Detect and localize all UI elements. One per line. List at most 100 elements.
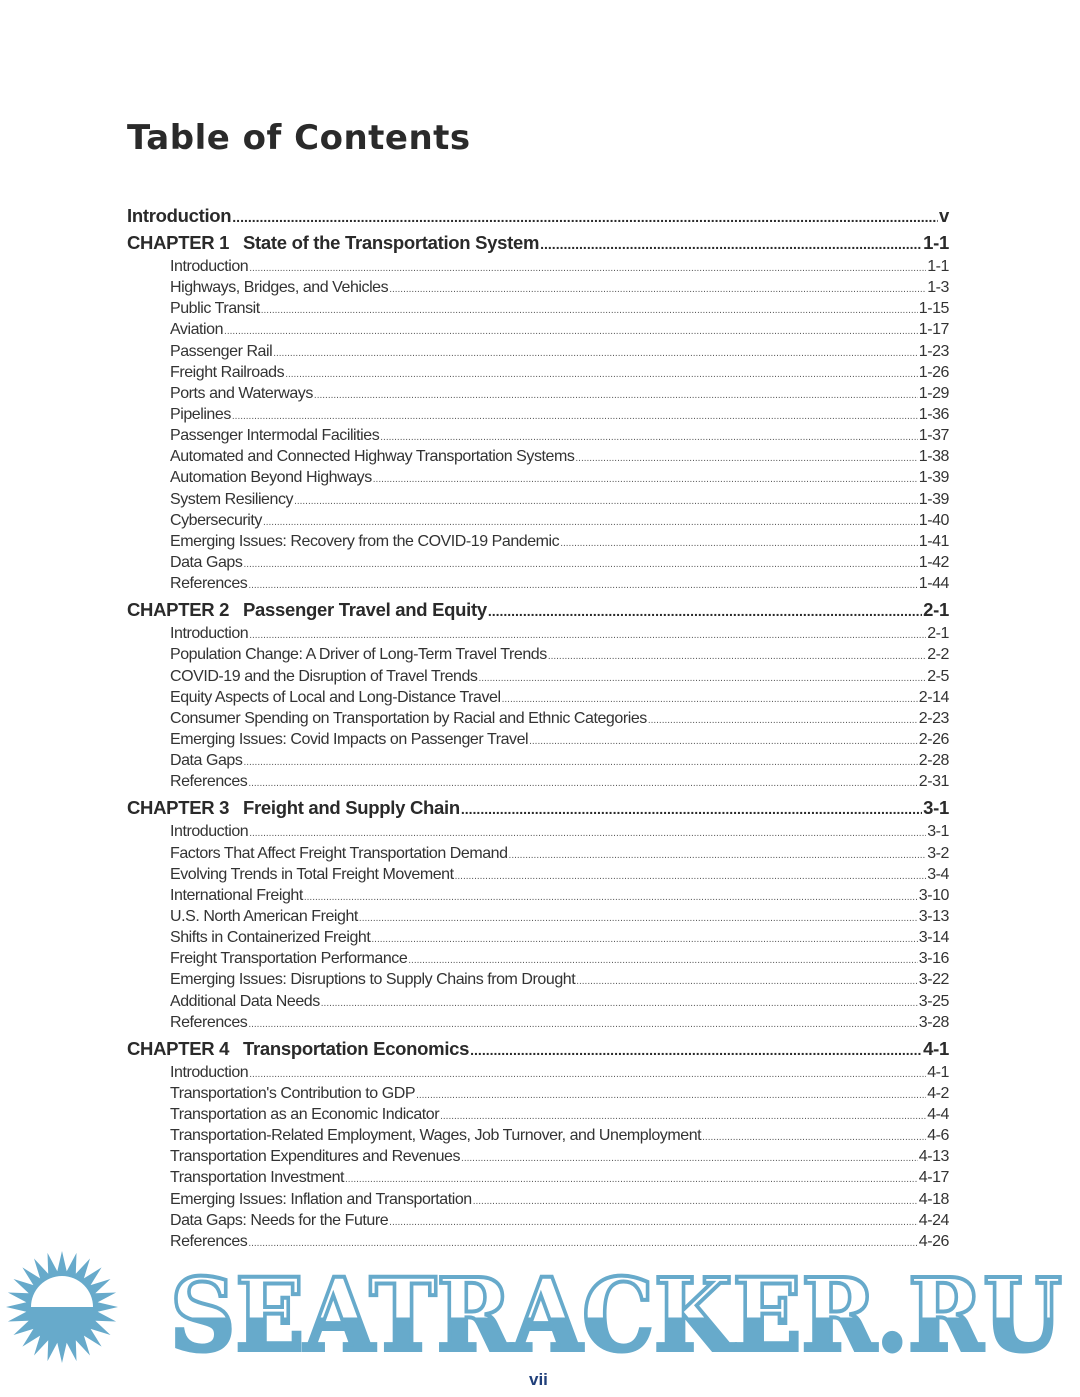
toc-entry[interactable]: System Resiliency 1-39	[127, 489, 949, 510]
toc-entry[interactable]: Automated and Connected Highway Transpor…	[127, 446, 949, 467]
toc-entry[interactable]: Passenger Rail 1-23	[127, 341, 949, 362]
dot-leader	[488, 598, 922, 625]
toc-entry[interactable]: Ports and Waterways 1-29	[127, 383, 949, 404]
toc-entry[interactable]: Public Transit 1-15	[127, 298, 949, 319]
dot-leader	[560, 533, 918, 554]
entry-label: Transportation as an Economic Indicator	[170, 1106, 440, 1124]
chapter-title: Freight and Supply Chain	[243, 797, 460, 819]
toc-chapter-4[interactable]: CHAPTER 4 Transportation Economics 4-1	[127, 1035, 949, 1062]
toc-entry[interactable]: References 4-26	[127, 1231, 949, 1252]
toc-entry[interactable]: Introduction 1-1	[127, 256, 949, 277]
entry-label: Data Gaps: Needs for the Future	[170, 1211, 389, 1229]
dot-leader	[345, 1169, 918, 1190]
dot-leader	[243, 752, 917, 773]
toc-entry[interactable]: Introduction 4-1	[127, 1062, 949, 1083]
toc-entry[interactable]: Introduction 3-1	[127, 821, 949, 842]
entry-label: Shifts in Containerized Freight	[170, 929, 371, 947]
entry-label: Additional Data Needs	[170, 992, 320, 1010]
toc-entry[interactable]: Additional Data Needs 3-25	[127, 991, 949, 1012]
toc-entry[interactable]: Data Gaps: Needs for the Future 4-24	[127, 1210, 949, 1231]
dot-leader	[440, 1106, 926, 1127]
toc-chapter-2[interactable]: CHAPTER 2 Passenger Travel and Equity 2-1	[127, 596, 949, 623]
toc-entry[interactable]: Cybersecurity 1-40	[127, 510, 949, 531]
toc-entry[interactable]: Passenger Intermodal Facilities 1-37	[127, 425, 949, 446]
toc-entry[interactable]: Emerging Issues: Inflation and Transport…	[127, 1189, 949, 1210]
entry-page: 3-10	[918, 886, 950, 904]
entry-label: References	[170, 1232, 248, 1250]
entry-label: System Resiliency	[170, 490, 294, 508]
dot-leader	[461, 796, 922, 823]
toc-entry[interactable]: Evolving Trends in Total Freight Movemen…	[127, 864, 949, 885]
toc-chapter-1[interactable]: CHAPTER 1 State of the Transportation Sys…	[127, 229, 949, 256]
toc-entry[interactable]: Emerging Issues: Covid Impacts on Passen…	[127, 729, 949, 750]
entry-page: 1-3	[927, 279, 949, 297]
toc-entry[interactable]: Transportation as an Economic Indicator 4…	[127, 1104, 949, 1125]
toc-entry[interactable]: Freight Railroads 1-26	[127, 362, 949, 383]
entry-label: Transportation Investment	[170, 1169, 345, 1187]
dot-leader	[232, 406, 918, 427]
toc-entry[interactable]: Aviation 1-17	[127, 319, 949, 340]
toc-entry[interactable]: Data Gaps 1-42	[127, 552, 949, 573]
entry-page: 3-4	[927, 865, 949, 883]
toc-entry[interactable]: COVID-19 and the Disruption of Travel Tr…	[127, 666, 949, 687]
dot-leader	[359, 908, 918, 929]
toc-entry[interactable]: References 3-28	[127, 1012, 949, 1033]
entry-page: 4-1	[923, 1037, 949, 1059]
toc-entry[interactable]: U.S. North American Freight 3-13	[127, 906, 949, 927]
entry-label: Ports and Waterways	[170, 384, 313, 402]
toc-entry[interactable]: Pipelines 1-36	[127, 404, 949, 425]
entry-page: 2-1	[927, 625, 949, 643]
entry-label: Transportation Expenditures and Revenues	[170, 1148, 461, 1166]
entry-label: Introduction	[170, 258, 249, 275]
dot-leader	[529, 731, 918, 752]
toc-entry[interactable]: References 1-44	[127, 573, 949, 594]
toc-entry[interactable]: Transportation Investment 4-17	[127, 1167, 949, 1188]
entry-label: Emerging Issues: Covid Impacts on Passen…	[170, 730, 529, 748]
entry-label: Automation Beyond Highways	[170, 469, 372, 487]
toc-entry[interactable]: Factors That Affect Freight Transportati…	[127, 843, 949, 864]
entry-page: 2-1	[923, 599, 949, 621]
dot-leader	[455, 866, 927, 887]
toc-chapter-3[interactable]: CHAPTER 3 Freight and Supply Chain 3-1	[127, 794, 949, 821]
toc-entry[interactable]: Transportation's Contribution to GDP 4-2	[127, 1083, 949, 1104]
toc-entry[interactable]: References 2-31	[127, 771, 949, 792]
toc-entry[interactable]: Population Change: A Driver of Long-Term…	[127, 644, 949, 665]
dot-leader	[261, 300, 918, 321]
entry-page: 4-2	[927, 1084, 949, 1102]
toc-entry[interactable]: Emerging Issues: Disruptions to Supply C…	[127, 969, 949, 990]
toc-entry[interactable]: Equity Aspects of Local and Long-Distanc…	[127, 687, 949, 708]
entry-label: COVID-19 and the Disruption of Travel Tr…	[170, 667, 478, 685]
dot-leader	[224, 321, 918, 342]
dot-leader	[249, 1064, 926, 1085]
page-number: vii	[529, 1370, 548, 1389]
toc-entry[interactable]: Freight Transportation Performance 3-16	[127, 948, 949, 969]
toc-entry[interactable]: Data Gaps 2-28	[127, 750, 949, 771]
dot-leader	[389, 1212, 918, 1233]
toc-entry-introduction[interactable]: Introduction v	[127, 202, 949, 229]
toc-entry[interactable]: Automation Beyond Highways 1-39	[127, 467, 949, 488]
toc-entry[interactable]: Emerging Issues: Recovery from the COVID…	[127, 531, 949, 552]
table-of-contents: Introduction v CHAPTER 1 State of the Tra…	[127, 202, 949, 1254]
toc-entry[interactable]: International Freight 3-10	[127, 885, 949, 906]
entry-page: 1-15	[918, 300, 950, 318]
entry-page: 3-13	[918, 907, 950, 925]
dot-leader	[273, 343, 918, 364]
toc-entry[interactable]: Shifts in Containerized Freight 3-14	[127, 927, 949, 948]
toc-entry[interactable]: Transportation-Related Employment, Wages…	[127, 1125, 949, 1146]
entry-label: Pipelines	[170, 405, 231, 423]
toc-entry[interactable]: Transportation Expenditures and Revenues…	[127, 1146, 949, 1167]
entry-label: Aviation	[170, 321, 224, 339]
entry-page: 4-18	[918, 1190, 950, 1208]
entry-page: 2-28	[918, 752, 950, 770]
entry-page: 1-44	[918, 575, 950, 593]
entry-page: 4-17	[918, 1169, 950, 1187]
toc-entry[interactable]: Consumer Spending on Transportation by R…	[127, 708, 949, 729]
dot-leader	[249, 625, 926, 646]
toc-entry[interactable]: Introduction 2-1	[127, 623, 949, 644]
entry-page: 2-5	[927, 667, 949, 685]
chapter-number: CHAPTER 1	[127, 232, 230, 253]
toc-entry[interactable]: Highways, Bridges, and Vehicles 1-3	[127, 277, 949, 298]
dot-leader	[304, 887, 918, 908]
entry-page: 1-37	[918, 427, 950, 445]
entry-label: Passenger Intermodal Facilities	[170, 427, 380, 445]
